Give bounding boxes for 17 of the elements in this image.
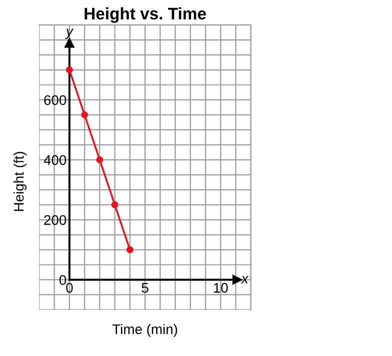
x-axis-title: Time (min) xyxy=(112,324,178,337)
point xyxy=(96,156,104,164)
point xyxy=(111,201,118,208)
x-tick-label: 5 xyxy=(142,283,148,293)
annotation: x xyxy=(240,276,249,284)
y-tick-label: 200 xyxy=(44,215,66,225)
y-tick-label: 600 xyxy=(44,95,66,106)
x-tick-label: 0 xyxy=(66,282,73,293)
y-tick-label: 400 xyxy=(44,155,66,165)
point xyxy=(66,66,73,74)
y-tick-label: 0 xyxy=(59,275,66,285)
chart-title: Height vs. Time xyxy=(84,7,206,23)
point xyxy=(126,246,134,254)
point xyxy=(81,111,88,118)
annotation: y xyxy=(65,28,74,39)
y-axis-title: Height (ft) xyxy=(14,152,26,211)
x-tick-label: 10 xyxy=(214,282,228,293)
